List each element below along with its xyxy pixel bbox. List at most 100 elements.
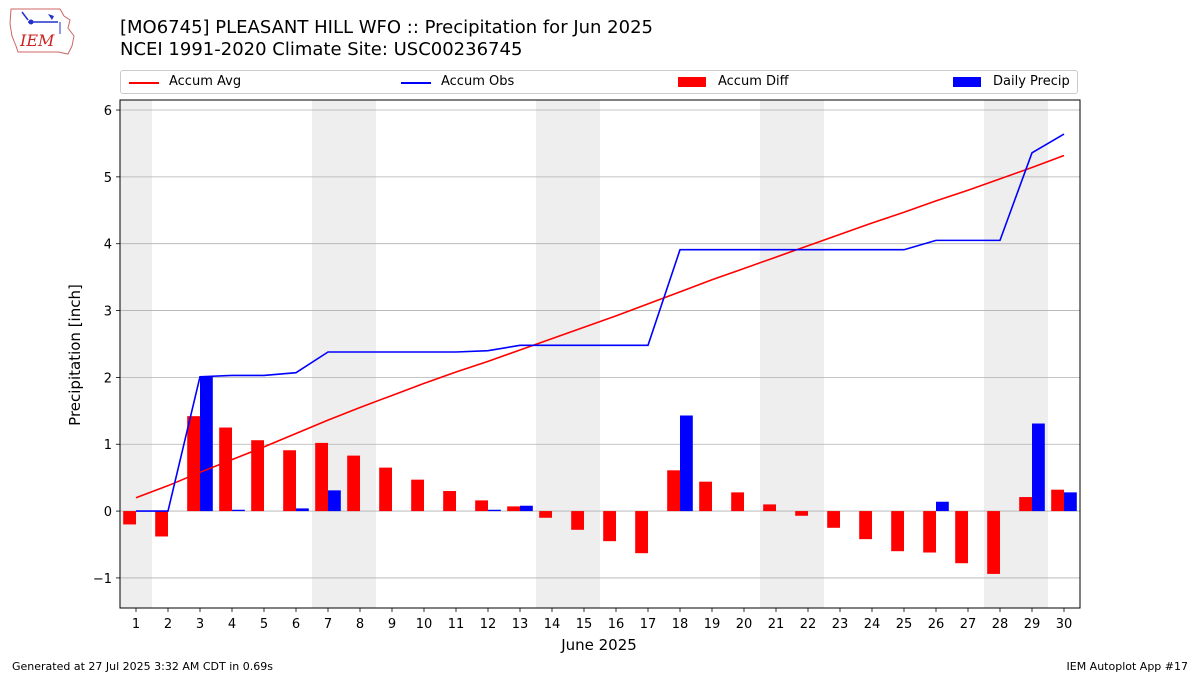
accum-diff-bar — [635, 511, 648, 554]
accum-diff-bar — [571, 511, 584, 530]
legend-label-accum-avg: Accum Avg — [169, 74, 242, 89]
accum-diff-bar — [411, 479, 424, 512]
y-tick-label: 3 — [104, 305, 112, 320]
app-credit: IEM Autoplot App #17 — [1066, 660, 1189, 673]
accum-diff-bar — [347, 455, 360, 512]
accum-diff-bar — [859, 511, 872, 540]
daily-precip-bar — [328, 490, 341, 512]
x-tick-label: 25 — [896, 617, 913, 632]
x-tick-label: 7 — [324, 617, 332, 632]
chart-subtitle: NCEI 1991-2020 Climate Site: USC00236745 — [120, 39, 523, 60]
daily-precip-bar — [1032, 423, 1045, 512]
accum-diff-bar — [731, 492, 744, 512]
accum-diff-bar — [219, 427, 232, 512]
y-tick-label: 2 — [104, 371, 112, 386]
x-tick-label: 2 — [164, 617, 172, 632]
accum-diff-bar — [443, 491, 456, 512]
accum-diff-bar — [507, 506, 520, 512]
accum-diff-bar — [667, 470, 680, 512]
x-tick-label: 16 — [608, 617, 625, 632]
x-tick-label: 29 — [1024, 617, 1041, 632]
accum-diff-bar — [763, 504, 776, 512]
x-tick-label: 19 — [704, 617, 721, 632]
daily-precip-bar — [520, 505, 533, 512]
weekend-shade — [760, 100, 824, 608]
daily-precip-bar — [1064, 492, 1077, 512]
accum-obs-line — [136, 133, 1065, 512]
y-axis-label: Precipitation [inch] — [66, 284, 84, 426]
legend-swatch-accum-avg — [129, 82, 159, 84]
accum-diff-bar — [379, 467, 392, 512]
daily-precip-bar — [200, 376, 213, 512]
x-tick-label: 14 — [544, 617, 561, 632]
logo-text: IEM — [19, 31, 55, 50]
accum-avg-line — [135, 154, 1065, 499]
daily-precip-bar — [296, 508, 309, 512]
daily-precip-bar — [680, 415, 693, 512]
x-tick-label: 17 — [640, 617, 657, 632]
x-tick-label: 1 — [132, 617, 140, 632]
accum-diff-bar — [699, 481, 712, 512]
legend-label-daily-precip: Daily Precip — [993, 74, 1070, 89]
accum-diff-bar — [891, 511, 904, 552]
chart-legend: Accum Avg Accum Obs Accum Diff Daily Pre… — [120, 70, 1078, 94]
accum-diff-bar — [187, 416, 200, 512]
legend-label-accum-diff: Accum Diff — [718, 74, 789, 89]
x-tick-label: 6 — [292, 617, 300, 632]
accum-diff-bar — [795, 511, 808, 516]
accum-diff-bar — [923, 511, 936, 553]
x-tick-label: 30 — [1056, 617, 1073, 632]
x-tick-label: 4 — [228, 617, 236, 632]
weekend-shade — [984, 100, 1048, 608]
legend-swatch-accum-obs — [401, 82, 431, 84]
y-tick-label: 0 — [104, 505, 112, 520]
accum-diff-bar — [827, 511, 840, 528]
accum-diff-bar — [475, 500, 488, 512]
x-tick-label: 26 — [928, 617, 945, 632]
accum-diff-bar — [155, 511, 168, 537]
x-axis-label: June 2025 — [560, 636, 637, 654]
x-tick-label: 13 — [512, 617, 529, 632]
generated-timestamp: Generated at 27 Jul 2025 3:32 AM CDT in … — [12, 660, 273, 673]
legend-swatch-accum-diff — [678, 77, 706, 87]
x-tick-label: 20 — [736, 617, 753, 632]
x-tick-label: 3 — [196, 617, 204, 632]
x-tick-label: 15 — [576, 617, 593, 632]
x-tick-label: 11 — [448, 617, 465, 632]
x-tick-label: 18 — [672, 617, 689, 632]
legend-label-accum-obs: Accum Obs — [441, 74, 515, 89]
x-tick-label: 22 — [800, 617, 817, 632]
y-tick-label: 5 — [104, 171, 112, 186]
accum-diff-bar — [1019, 497, 1032, 512]
accum-diff-bar — [987, 511, 1000, 574]
accum-diff-bar — [251, 440, 264, 512]
y-tick-label: 6 — [104, 104, 112, 119]
daily-precip-bar — [232, 509, 245, 512]
x-tick-label: 10 — [416, 617, 433, 632]
x-tick-label: 24 — [864, 617, 881, 632]
y-tick-label: 4 — [104, 238, 112, 253]
accum-diff-bar — [123, 511, 136, 525]
accum-diff-bar — [1051, 489, 1064, 512]
daily-precip-bar — [936, 501, 949, 512]
x-tick-label: 9 — [388, 617, 396, 632]
accum-diff-bar — [539, 511, 552, 518]
y-tick-label: −1 — [93, 572, 112, 587]
x-tick-label: 28 — [992, 617, 1009, 632]
weekend-shade — [312, 100, 376, 608]
x-tick-label: 27 — [960, 617, 977, 632]
x-tick-label: 8 — [356, 617, 364, 632]
x-tick-label: 21 — [768, 617, 785, 632]
weekend-shade — [536, 100, 600, 608]
x-tick-label: 5 — [260, 617, 268, 632]
weekend-shade — [120, 100, 152, 608]
y-tick-label: 1 — [104, 438, 112, 453]
daily-precip-bar — [488, 509, 501, 512]
plot-frame — [119, 99, 1081, 609]
legend-swatch-daily-precip — [953, 77, 981, 87]
accum-diff-bar — [603, 511, 616, 542]
x-tick-label: 23 — [832, 617, 849, 632]
iem-logo: IEM — [9, 8, 75, 55]
x-tick-label: 12 — [480, 617, 497, 632]
